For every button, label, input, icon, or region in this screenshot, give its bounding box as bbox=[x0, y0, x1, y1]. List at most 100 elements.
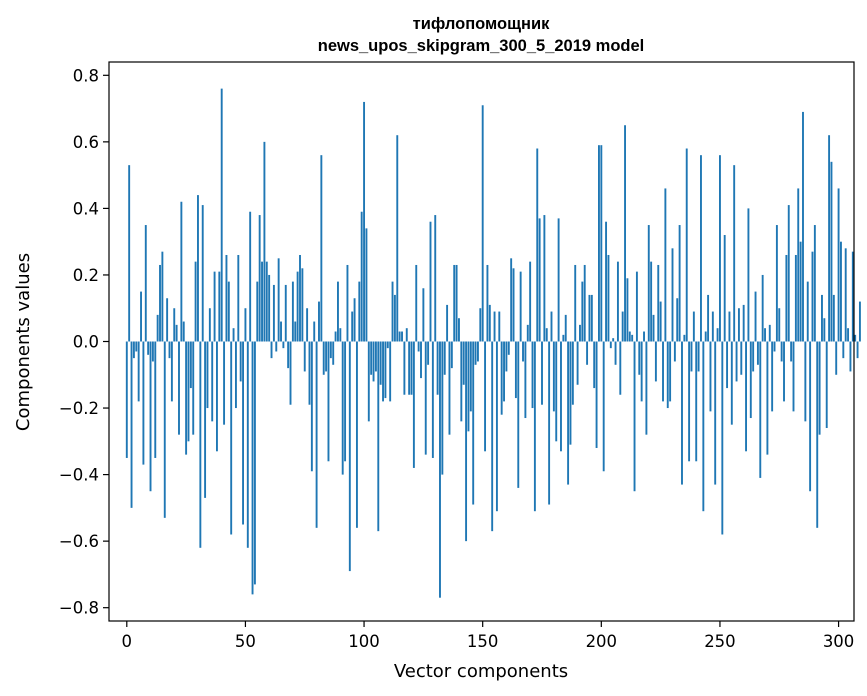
bar-294 bbox=[823, 318, 826, 342]
bar-219 bbox=[645, 341, 648, 435]
bar-253 bbox=[726, 341, 729, 389]
bar-129 bbox=[431, 341, 434, 458]
bar-70 bbox=[291, 281, 294, 342]
bar-217 bbox=[640, 341, 643, 402]
bar-40 bbox=[220, 88, 223, 342]
bar-275 bbox=[778, 308, 781, 342]
bar-208 bbox=[619, 341, 622, 395]
bar-231 bbox=[673, 341, 676, 362]
bar-247 bbox=[711, 311, 714, 342]
bar-303 bbox=[844, 248, 847, 342]
bar-230 bbox=[671, 248, 674, 342]
bar-57 bbox=[261, 261, 263, 342]
bar-133 bbox=[441, 341, 444, 475]
bar-282 bbox=[794, 254, 797, 342]
bar-36 bbox=[211, 341, 214, 422]
bar-5 bbox=[137, 341, 140, 402]
bar-10 bbox=[149, 341, 152, 492]
bar-305 bbox=[849, 341, 852, 372]
bar-299 bbox=[835, 341, 838, 375]
bar-112 bbox=[391, 281, 394, 342]
bar-99 bbox=[360, 211, 363, 342]
bar-21 bbox=[175, 324, 178, 342]
bar-156 bbox=[495, 341, 498, 512]
bar-101 bbox=[365, 228, 368, 342]
bar-177 bbox=[545, 328, 548, 342]
bar-287 bbox=[806, 281, 809, 342]
bar-115 bbox=[398, 331, 401, 342]
bar-297 bbox=[830, 161, 833, 342]
bar-269 bbox=[764, 328, 766, 342]
bar-0 bbox=[125, 341, 128, 458]
bar-65 bbox=[280, 321, 282, 342]
bar-92 bbox=[344, 341, 347, 462]
bar-113 bbox=[393, 294, 396, 342]
bar-171 bbox=[531, 341, 534, 409]
bar-213 bbox=[631, 334, 634, 342]
y-axis: −0.8 −0.6 −0.4 −0.2 0.0 0.2 0.4 0.6 0.8 bbox=[59, 66, 109, 618]
bar-6 bbox=[140, 291, 142, 342]
bar-131 bbox=[436, 341, 439, 395]
bar-164 bbox=[514, 341, 517, 399]
bar-1 bbox=[128, 165, 131, 342]
bar-39 bbox=[218, 271, 221, 342]
bar-93 bbox=[346, 264, 349, 342]
bar-281 bbox=[792, 341, 795, 412]
bars-group bbox=[125, 88, 861, 598]
bar-220 bbox=[647, 225, 650, 342]
y-tick-label: −0.4 bbox=[59, 466, 99, 485]
bar-114 bbox=[396, 135, 399, 342]
bar-290 bbox=[813, 225, 816, 342]
bar-280 bbox=[790, 341, 793, 362]
y-tick-label: 0.0 bbox=[73, 333, 99, 352]
bar-69 bbox=[289, 341, 292, 405]
bar-198 bbox=[595, 341, 598, 448]
bar-192 bbox=[581, 281, 584, 342]
bar-291 bbox=[816, 341, 819, 528]
bar-27 bbox=[189, 341, 192, 389]
bar-187 bbox=[569, 341, 572, 445]
bar-244 bbox=[704, 331, 707, 342]
bar-189 bbox=[574, 264, 577, 342]
bar-96 bbox=[353, 298, 356, 342]
bar-34 bbox=[206, 341, 209, 409]
bar-38 bbox=[216, 341, 218, 452]
x-tick-label: 250 bbox=[704, 632, 736, 651]
bar-3 bbox=[132, 341, 135, 359]
bar-172 bbox=[533, 341, 536, 512]
bar-75 bbox=[303, 341, 306, 372]
bar-146 bbox=[472, 341, 475, 505]
bar-139 bbox=[455, 264, 458, 342]
bar-277 bbox=[783, 341, 785, 402]
bar-56 bbox=[258, 215, 261, 342]
bar-73 bbox=[299, 254, 301, 342]
bar-266 bbox=[756, 341, 759, 365]
bar-87 bbox=[332, 341, 335, 365]
bar-274 bbox=[775, 225, 778, 342]
bar-126 bbox=[424, 341, 427, 455]
bar-295 bbox=[825, 341, 828, 429]
bar-190 bbox=[576, 341, 579, 385]
bar-304 bbox=[847, 328, 850, 342]
bar-17 bbox=[166, 298, 169, 342]
y-axis-label: Components values bbox=[13, 253, 34, 431]
bar-55 bbox=[256, 281, 259, 342]
bar-209 bbox=[621, 311, 624, 342]
bar-141 bbox=[460, 341, 463, 422]
bar-229 bbox=[669, 341, 672, 402]
bar-100 bbox=[363, 101, 366, 342]
bar-273 bbox=[773, 341, 776, 352]
bar-76 bbox=[306, 308, 309, 342]
bar-186 bbox=[567, 341, 570, 485]
bar-19 bbox=[170, 341, 173, 402]
bar-301 bbox=[840, 241, 842, 342]
bar-68 bbox=[287, 341, 290, 369]
bar-44 bbox=[230, 341, 233, 535]
bar-106 bbox=[377, 341, 380, 532]
bar-167 bbox=[522, 341, 524, 362]
y-tick-label: 0.6 bbox=[73, 133, 99, 152]
bar-95 bbox=[351, 311, 354, 342]
bar-29 bbox=[194, 261, 197, 342]
bar-185 bbox=[564, 314, 567, 342]
